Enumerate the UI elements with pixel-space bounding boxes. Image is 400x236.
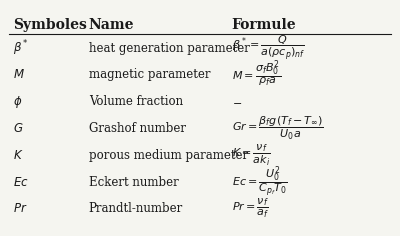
Text: Grashof number: Grashof number (89, 122, 186, 135)
Text: Prandtl-number: Prandtl-number (89, 202, 183, 215)
Text: $\phi$: $\phi$ (13, 94, 23, 110)
Text: Formule: Formule (232, 18, 296, 32)
Text: $Gr = \dfrac{\beta_f g(T_f - T_{\infty})}{U_0 a}$: $Gr = \dfrac{\beta_f g(T_f - T_{\infty})… (232, 115, 324, 142)
Text: $K$: $K$ (13, 149, 24, 162)
Text: $G$: $G$ (13, 122, 24, 135)
Text: $-$: $-$ (232, 97, 242, 107)
Text: $Pr = \dfrac{\nu_f}{a_f}$: $Pr = \dfrac{\nu_f}{a_f}$ (232, 198, 269, 220)
Text: $\beta^*$: $\beta^*$ (13, 38, 29, 58)
Text: Symboles: Symboles (13, 18, 87, 32)
Text: $K = \dfrac{\nu_f}{a k_i}$: $K = \dfrac{\nu_f}{a k_i}$ (232, 143, 270, 168)
Text: Name: Name (89, 18, 134, 32)
Text: $Ec = \dfrac{U_0^2}{C_{p_f} T_0}$: $Ec = \dfrac{U_0^2}{C_{p_f} T_0}$ (232, 164, 288, 200)
Text: magnetic parameter: magnetic parameter (89, 68, 210, 81)
Text: Eckert number: Eckert number (89, 176, 178, 189)
Text: heat generation parameter: heat generation parameter (89, 42, 250, 55)
Text: porous medium parameter: porous medium parameter (89, 149, 248, 162)
Text: $\beta^* = \dfrac{Q}{a(\rho c_p)_{nf}}$: $\beta^* = \dfrac{Q}{a(\rho c_p)_{nf}}$ (232, 34, 305, 63)
Text: $Ec$: $Ec$ (13, 176, 29, 189)
Text: $M = \dfrac{\sigma_f B_0^2}{\rho_f a}$: $M = \dfrac{\sigma_f B_0^2}{\rho_f a}$ (232, 59, 281, 90)
Text: $Pr$: $Pr$ (13, 202, 28, 215)
Text: $M$: $M$ (13, 68, 25, 81)
Text: Volume fraction: Volume fraction (89, 95, 183, 108)
